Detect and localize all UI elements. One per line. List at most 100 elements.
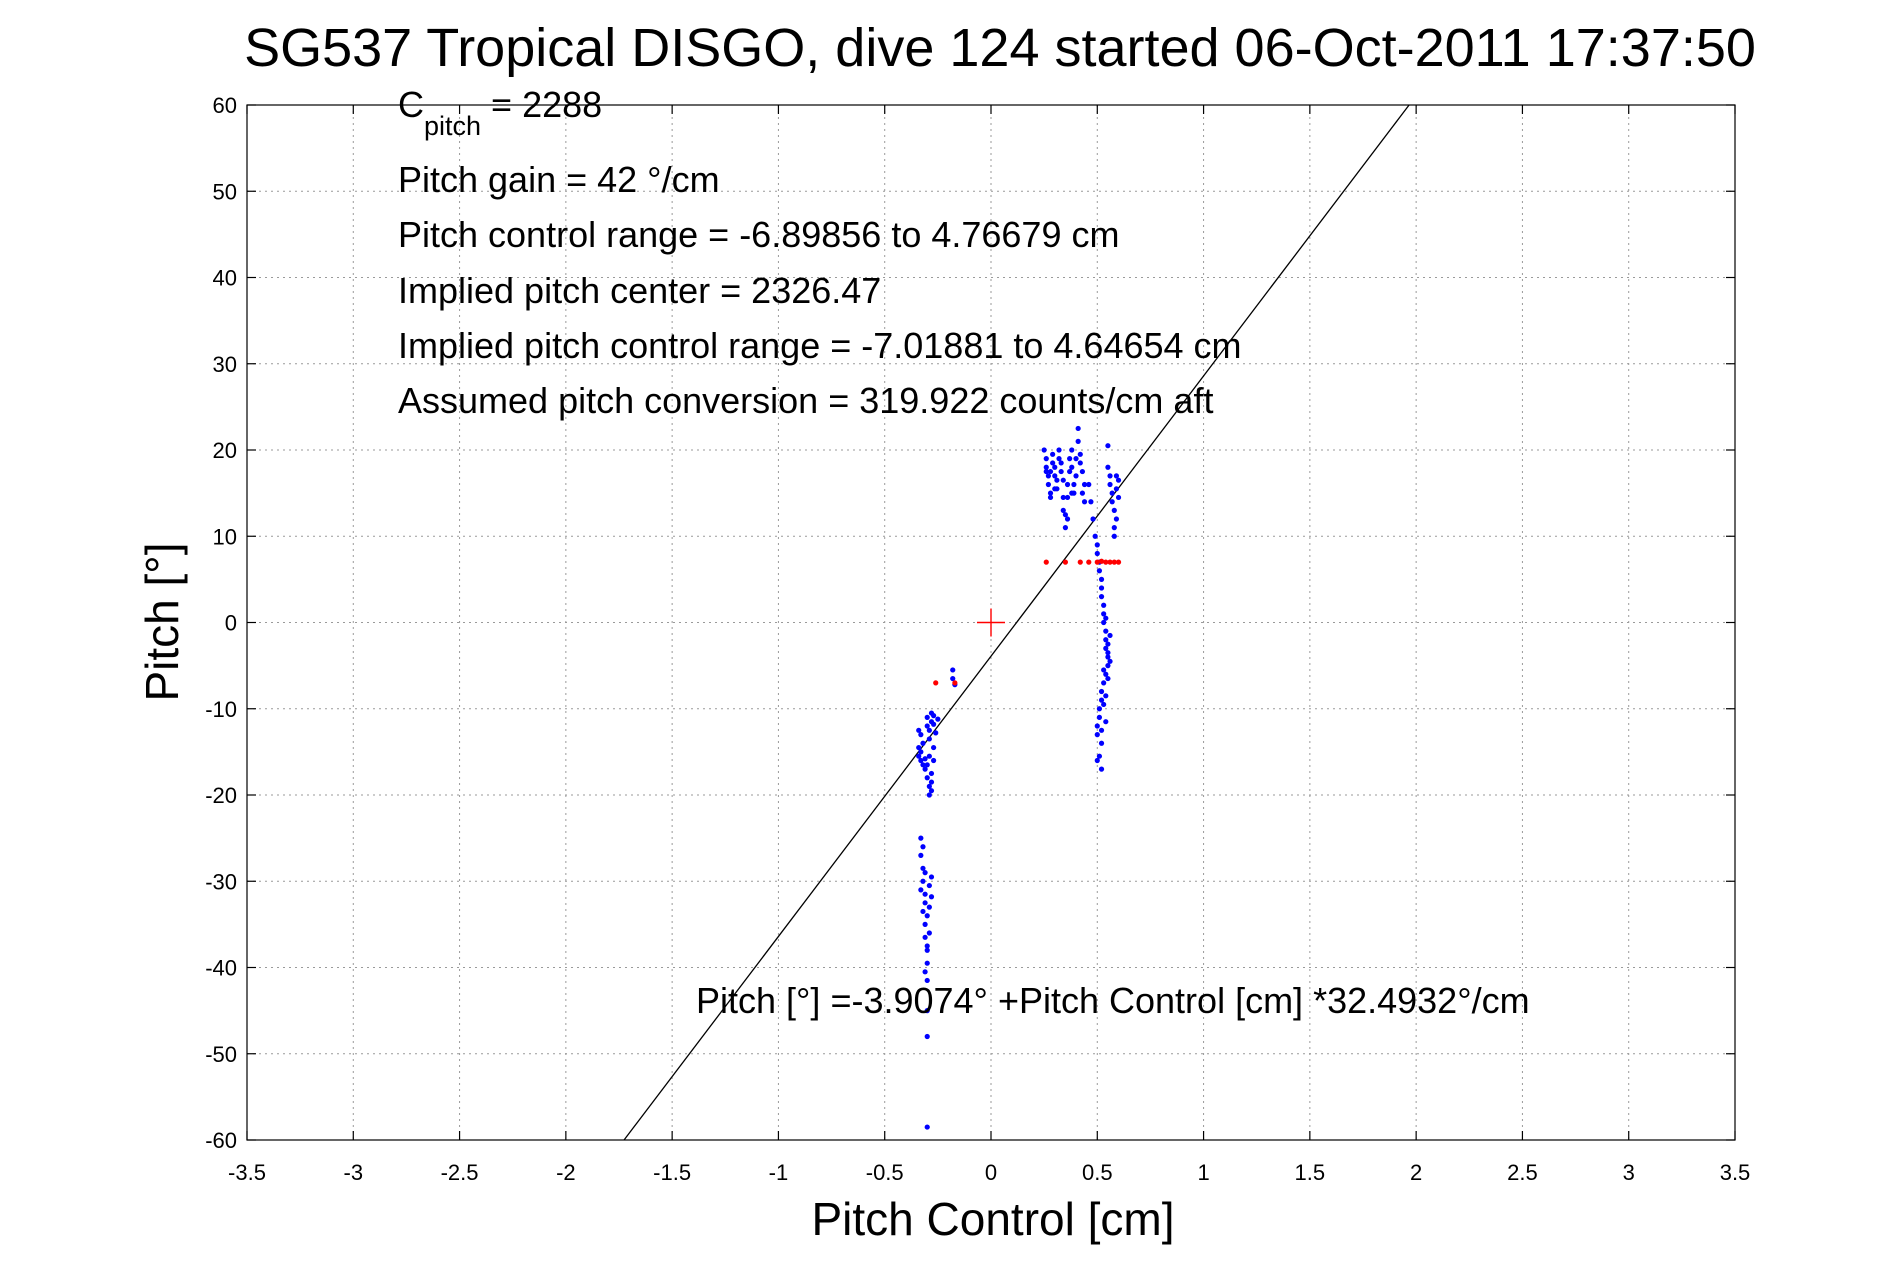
data-point xyxy=(1107,559,1113,565)
data-point xyxy=(1079,468,1086,475)
data-point xyxy=(931,721,937,727)
data-point xyxy=(1062,525,1068,531)
x-tick-label: -3.5 xyxy=(228,1160,266,1185)
data-point xyxy=(1107,658,1113,664)
y-tick-label: 60 xyxy=(213,93,237,118)
data-point xyxy=(933,730,939,736)
data-point xyxy=(1105,654,1111,660)
x-tick-label: 3.5 xyxy=(1720,1160,1751,1185)
data-point xyxy=(1086,481,1092,488)
data-point xyxy=(1113,473,1120,479)
data-point xyxy=(1103,645,1109,651)
y-tick-label: -40 xyxy=(205,956,237,981)
data-point xyxy=(1098,576,1105,582)
x-tick-label: 2.5 xyxy=(1507,1160,1538,1185)
data-point xyxy=(920,844,926,850)
data-point xyxy=(1081,499,1088,505)
data-points xyxy=(916,425,1122,1130)
data-point xyxy=(1090,516,1096,522)
data-point xyxy=(1098,558,1105,564)
data-point xyxy=(1098,688,1105,695)
data-point xyxy=(916,753,922,759)
data-point xyxy=(924,762,930,768)
x-tick-label: -1.5 xyxy=(653,1160,691,1185)
data-point xyxy=(1047,490,1054,496)
data-point xyxy=(918,852,924,858)
data-point xyxy=(926,930,932,936)
data-point xyxy=(1052,473,1058,479)
data-point xyxy=(926,736,932,742)
data-point xyxy=(1050,451,1056,457)
data-point xyxy=(924,943,930,949)
data-point xyxy=(933,680,939,686)
data-point xyxy=(950,667,956,673)
data-point xyxy=(1096,753,1103,759)
data-point xyxy=(1077,460,1083,466)
data-point xyxy=(1086,559,1092,565)
annotation-assumed-pitch-conversion: Assumed pitch conversion = 319.922 count… xyxy=(398,380,1213,421)
data-point xyxy=(1103,628,1109,634)
data-point xyxy=(920,878,926,884)
data-point xyxy=(1101,619,1107,626)
y-tick-label: 0 xyxy=(225,611,237,636)
data-point xyxy=(922,921,928,927)
data-point xyxy=(1069,490,1075,496)
data-point xyxy=(1056,456,1062,462)
data-point xyxy=(1105,641,1111,647)
data-point xyxy=(1077,559,1083,565)
data-point xyxy=(1047,468,1054,475)
x-tick-label: -0.5 xyxy=(866,1160,904,1185)
data-point xyxy=(918,835,924,841)
data-point xyxy=(1073,473,1079,479)
y-tick-label: 10 xyxy=(213,524,237,549)
y-tick-label: -30 xyxy=(205,869,237,894)
data-point xyxy=(1062,559,1068,565)
data-point xyxy=(924,947,930,953)
data-point xyxy=(1101,701,1107,708)
data-point xyxy=(1094,559,1100,565)
data-point xyxy=(1067,456,1073,462)
data-point xyxy=(926,792,932,798)
data-point xyxy=(928,788,935,794)
data-point xyxy=(1094,550,1100,557)
data-point xyxy=(924,960,930,966)
data-point xyxy=(1094,723,1100,729)
annotation-pitch-control-range: Pitch control range = -6.89856 to 4.7667… xyxy=(398,214,1119,255)
data-point xyxy=(1081,481,1088,488)
data-point xyxy=(1098,594,1105,600)
data-point xyxy=(1105,443,1111,449)
data-point xyxy=(1101,680,1107,686)
data-point xyxy=(1107,481,1113,488)
data-point xyxy=(926,904,932,910)
annotation-implied-pitch-center: Implied pitch center = 2326.47 xyxy=(398,270,881,311)
data-point xyxy=(928,874,935,880)
data-point xyxy=(924,1033,930,1040)
data-point xyxy=(1115,494,1122,501)
data-point xyxy=(1075,425,1081,432)
data-point xyxy=(1107,632,1113,639)
data-point xyxy=(1103,671,1109,677)
x-tick-label: 0 xyxy=(985,1160,997,1185)
data-point xyxy=(1071,481,1077,488)
data-point xyxy=(1109,490,1115,496)
data-point xyxy=(1107,473,1113,479)
data-point xyxy=(918,887,924,893)
data-point xyxy=(1094,542,1100,548)
data-point xyxy=(928,779,935,785)
data-point xyxy=(1050,460,1056,466)
data-point xyxy=(1113,516,1120,522)
data-point xyxy=(1098,766,1105,772)
data-point xyxy=(1092,533,1098,539)
data-point xyxy=(1069,464,1075,470)
data-point xyxy=(1105,464,1111,470)
data-point xyxy=(928,770,935,777)
data-point xyxy=(924,775,930,781)
data-point xyxy=(1111,507,1117,513)
data-point xyxy=(1043,456,1049,462)
data-point xyxy=(922,891,928,897)
data-point xyxy=(1064,494,1071,501)
x-tick-label: -2 xyxy=(556,1160,576,1185)
data-point xyxy=(920,908,926,915)
data-point xyxy=(1101,667,1107,673)
